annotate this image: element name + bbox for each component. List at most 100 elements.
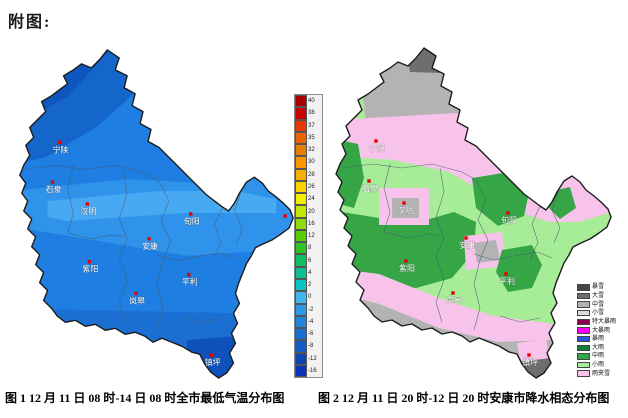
colorbar-swatch — [295, 119, 307, 132]
city-label: 石泉 — [46, 184, 62, 194]
legend-label: 小雪 — [592, 310, 605, 317]
legend-swatch — [577, 344, 590, 352]
colorbar-swatch — [295, 242, 307, 255]
colorbar-step: -12 — [295, 352, 322, 365]
precip-region-rain-center — [342, 212, 476, 288]
precip-regions — [336, 48, 611, 378]
colorbar-value: 6 — [308, 257, 312, 264]
colorbar-value: 16 — [308, 220, 315, 227]
colorbar-value: 4 — [308, 269, 312, 276]
legend-swatch — [577, 318, 590, 326]
city-label: 石泉 — [362, 183, 378, 193]
legend-label: 大雨 — [592, 344, 605, 351]
colorbar-step: 12 — [295, 229, 322, 243]
city-label: 紫阳 — [399, 264, 415, 273]
prefecture-outline — [19, 49, 294, 379]
colorbar-swatch — [295, 291, 307, 304]
city-label: 平利 — [182, 277, 198, 287]
colorbar-value: -4 — [308, 318, 314, 325]
city-label: 汉阴 — [80, 207, 96, 216]
city-label: 安康 — [459, 240, 475, 250]
legend-item: 小雪 — [577, 309, 627, 318]
city-label: 紫阳 — [82, 265, 98, 274]
city-label: 平利 — [499, 276, 515, 286]
city-dot — [464, 236, 468, 240]
colorbar-swatch — [295, 156, 307, 169]
colorbar-swatch — [295, 144, 307, 157]
city-dot — [50, 180, 55, 184]
colorbar-step: 6 — [295, 254, 322, 267]
city-label: 旬阳 — [184, 216, 200, 226]
legend-swatch — [577, 292, 590, 300]
precip-region-sleet-south — [336, 268, 554, 342]
city-dot — [367, 179, 371, 183]
legend-swatch — [577, 335, 590, 343]
colorbar-value: -2 — [308, 306, 314, 313]
colorbar-value: 24 — [308, 196, 315, 203]
precipitation-legend: 暴雪 大雪 中雪 小雪 特大暴雨 大暴雨 暴雨 大雨 中雨 小雨 雨夹雪 — [577, 283, 627, 378]
city-label: 旬阳 — [501, 215, 517, 225]
legend-label: 中雨 — [592, 353, 605, 360]
city-dot — [527, 353, 531, 357]
city-label: 安康 — [142, 241, 158, 251]
colorbar-value: 12 — [308, 233, 315, 240]
colorbar-step: 20 — [295, 205, 322, 218]
colorbar-step: 2 — [295, 278, 322, 292]
colorbar-value: 30 — [308, 159, 315, 166]
colorbar-value: 0 — [308, 294, 312, 301]
legend-item: 中雨 — [577, 352, 627, 361]
temperature-regions — [19, 49, 294, 379]
colorbar-swatch — [295, 340, 307, 353]
city-dot — [374, 139, 378, 143]
legend-item: 特大暴雨 — [577, 318, 627, 327]
colorbar-step: 24 — [295, 193, 322, 206]
legend-item: 雨夹雪 — [577, 369, 627, 378]
legend-label: 中雪 — [592, 301, 605, 308]
legend-item: 暴雨 — [577, 335, 627, 344]
city-dot — [283, 214, 287, 218]
legend-swatch — [577, 284, 590, 291]
colorbar-step: 37 — [295, 119, 322, 132]
city-dot — [451, 291, 455, 295]
legend-swatch — [577, 327, 590, 334]
figure2-caption: 图 2 12 月 11 日 20 时-12 日 20 时安康市降水相态分布图 — [318, 391, 610, 405]
temperature-colorbar: 40 38 37 35 32 30 28 26 24 20 16 12 8 6 4 2 0 -2 -4 -6 -8 -12… — [294, 94, 323, 378]
legend-item: 大雨 — [577, 343, 627, 352]
legend-swatch — [577, 361, 590, 369]
colorbar-step: 26 — [295, 180, 322, 194]
colorbar-step: -4 — [295, 315, 322, 329]
city-dot — [147, 237, 151, 241]
precip-region-sleet-zhenping — [517, 339, 550, 362]
colorbar-value: 20 — [308, 208, 315, 215]
colorbar-value: 40 — [308, 98, 315, 105]
county-borders — [341, 163, 561, 331]
colorbar-value: 37 — [308, 122, 315, 129]
precip-region-rain-pingli — [496, 245, 542, 292]
colorbar-swatch — [295, 107, 307, 120]
legend-label: 大雪 — [592, 292, 605, 299]
city-dot — [506, 211, 510, 215]
legend-item: 大雪 — [577, 292, 627, 301]
colorbar-swatch — [295, 278, 307, 292]
colorbar-value: 32 — [308, 147, 315, 154]
colorbar-step: 35 — [295, 131, 322, 145]
legend-item: 大暴雨 — [577, 326, 627, 335]
colorbar-step: 8 — [295, 242, 322, 255]
colorbar-swatch — [295, 180, 307, 194]
city-dot — [404, 259, 408, 263]
city-label: 镇坪 — [522, 357, 538, 367]
legend-item: 暴雪 — [577, 283, 627, 292]
prefecture-outline — [335, 47, 612, 379]
colorbar-step: 0 — [295, 291, 322, 304]
legend-label: 雨夹雪 — [592, 370, 611, 377]
city-dot — [57, 140, 62, 145]
city-dot — [87, 260, 92, 264]
colorbar-swatch — [295, 229, 307, 243]
colorbar-swatch — [295, 328, 307, 341]
colorbar-step: 4 — [295, 266, 322, 279]
colorbar-step: -6 — [295, 328, 322, 341]
precip-region-snow-hanyin — [392, 198, 419, 218]
